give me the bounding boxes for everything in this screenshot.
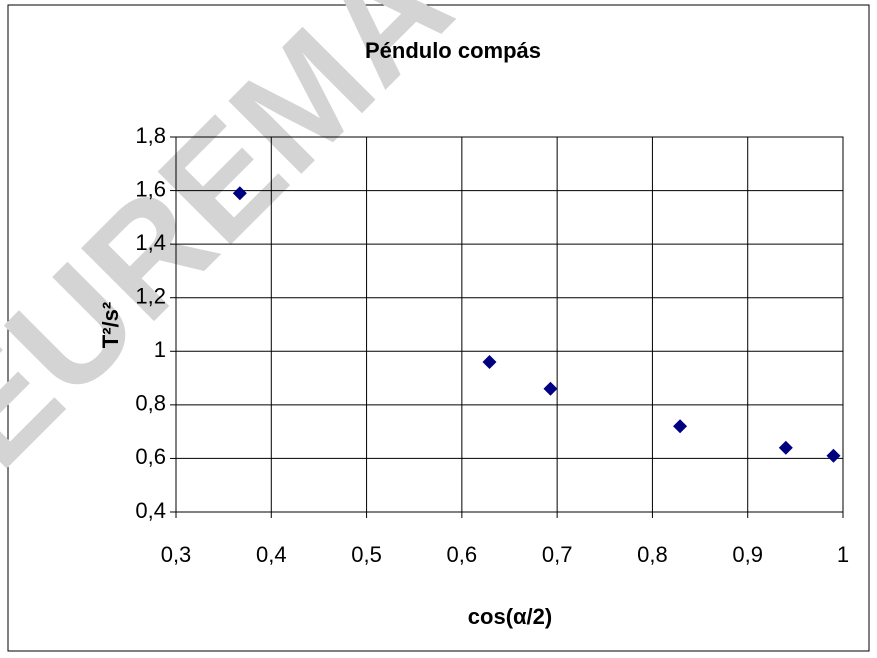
data-point <box>826 448 841 463</box>
x-tick-label: 0,4 <box>256 542 287 567</box>
plot-area: 0,3 0,4 0,5 0,6 0,7 0,8 0,9 1 0,4 0,6 0,8 1 1,2 1,4 1,… <box>135 123 849 567</box>
x-tick-label: 0,9 <box>732 542 763 567</box>
y-tick-label: 1 <box>154 337 166 362</box>
x-tick-label: 0,8 <box>637 542 668 567</box>
data-point <box>543 381 558 396</box>
chart-frame <box>7 4 870 652</box>
x-axis-label: cos(α/2) <box>468 604 552 629</box>
data-point <box>778 440 793 455</box>
data-point <box>232 186 247 201</box>
y-axis-label: T²/s² <box>98 302 123 348</box>
x-tick-label: 0,5 <box>351 542 382 567</box>
plot-border <box>175 136 844 513</box>
y-tick-label: 0,8 <box>135 391 166 416</box>
y-tick-label: 0,4 <box>135 498 166 523</box>
x-tick-label: 0,6 <box>447 542 478 567</box>
data-point <box>673 419 688 434</box>
y-tick-label: 1,8 <box>135 123 166 148</box>
chart-title: Péndulo compás <box>365 38 541 63</box>
x-tick-label: 1 <box>837 542 849 567</box>
y-tick-label: 0,6 <box>135 444 166 469</box>
y-tick-label: 1,2 <box>135 284 166 309</box>
data-point <box>482 355 497 369</box>
y-tick-label: 1,6 <box>135 176 166 201</box>
y-tick-label: 1,4 <box>135 230 166 255</box>
x-tick-label: 0,3 <box>161 542 192 567</box>
x-tick-label: 0,7 <box>542 542 573 567</box>
